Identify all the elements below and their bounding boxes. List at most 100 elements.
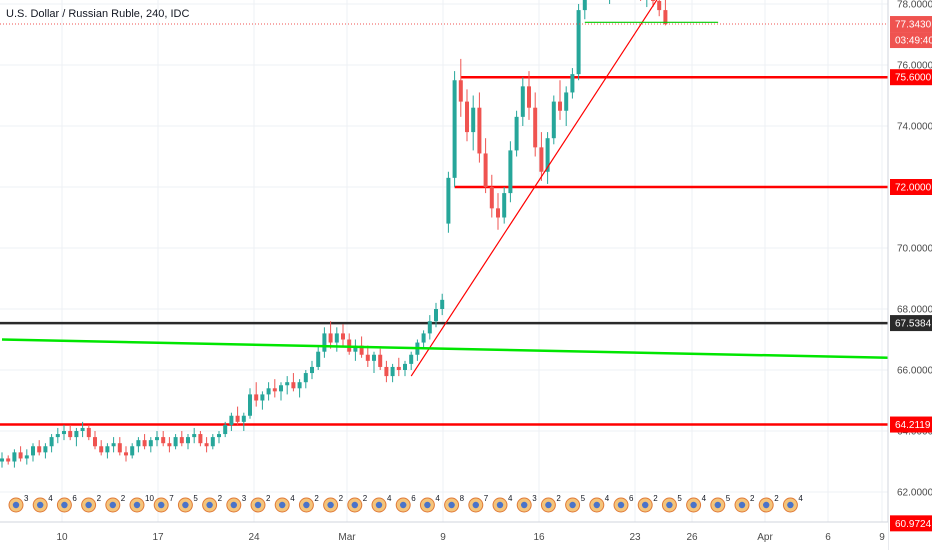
candle-body [18,452,23,459]
candle-body [179,437,184,444]
candle-body [117,443,122,453]
event-marker: 2 [202,494,223,513]
event-marker: 4 [782,494,803,513]
level-tag-bg [890,315,932,332]
candle-body [198,434,203,444]
event-count: 2 [314,494,319,503]
candle-body [93,437,97,447]
event-count: 2 [218,494,223,503]
event-marker: 3 [8,494,29,513]
event-marker: 2 [758,494,779,513]
candle-body [55,434,60,438]
candle-body [43,446,48,453]
event-marker: 2 [81,494,102,513]
candle-body [471,107,476,133]
event-count: 6 [629,494,634,503]
x-tick-label: 24 [248,532,260,543]
event-count: 2 [750,494,755,503]
event-icon-flag [109,501,117,509]
event-icon-flag [279,501,286,509]
event-count: 4 [387,494,392,503]
event-icon-flag [593,501,600,509]
candle-body [570,74,575,93]
event-marker: 2 [298,494,319,513]
candle-body [440,299,445,309]
level-tag-bg [890,179,932,195]
event-marker: 2 [540,494,561,513]
x-tick-label: 6 [825,532,831,543]
event-count: 4 [798,494,803,503]
y-tick-label: 76.0000 [897,61,932,72]
candle-body [465,101,469,133]
grid [0,0,888,522]
event-icon-flag [642,501,649,509]
candle-body [297,382,302,389]
event-count: 5 [726,494,731,503]
event-count: 3 [532,494,537,503]
event-marker: 5 [710,494,731,513]
level-tag: 72.0000 [890,179,932,195]
x-tick-label: Apr [757,532,773,543]
candle-body [372,354,376,361]
time-axis[interactable]: 10 17 24 Mar 9 16 23 26 Apr 6 9 [0,521,888,550]
event-icon-flag [787,501,794,509]
candle-body [167,443,172,447]
candle-body [545,138,550,172]
event-marker: 4 [686,494,707,513]
level-tag-label: 67.5384 [895,319,932,330]
candle-body [527,86,531,108]
candle-body [12,452,17,462]
candle-body [514,116,519,151]
candle-body [378,354,383,367]
event-count: 4 [508,494,513,503]
candle-body [6,458,11,462]
x-tick-label: Mar [338,532,356,543]
event-marker: 6 [395,494,416,513]
countdown-bg [890,32,932,49]
event-icon-flag [12,501,20,509]
candle-body [229,415,234,425]
event-icon-flag [472,501,479,509]
candle-body [359,345,364,355]
candle-body [62,431,66,435]
candle-body [210,437,215,447]
candle-body [452,80,457,178]
event-icon-flag [133,501,141,509]
event-count: 5 [193,494,198,503]
event-count: 6 [411,494,416,503]
candle-body [434,309,438,322]
candle-body [148,440,153,447]
candle-body [421,333,426,343]
y-tick-label: 70.0000 [897,244,932,255]
candle-body [576,10,581,75]
x-tick-label: 17 [152,532,164,543]
candle-body [489,187,494,209]
candle-body [204,443,209,447]
candle-body [551,101,556,139]
candle-body [458,80,463,102]
event-marker: 4 [371,494,392,513]
candle-body [260,394,265,401]
candle-body [403,363,407,370]
candle-body [651,0,655,1]
event-icon-flag [230,501,237,509]
event-count: 4 [435,494,440,503]
event-marker: 7 [468,494,489,513]
candles [0,0,668,468]
event-icon-flag [448,501,455,509]
x-tick-label: 9 [440,532,446,543]
candle-body [99,446,104,453]
event-marker: 7 [153,494,174,513]
x-tick-label: 10 [56,532,68,543]
candle-body [496,208,500,218]
event-icon-flag [763,501,770,509]
event-marker: 2 [734,494,755,513]
candle-body [558,101,562,111]
price-tags: 75.6000 72.0000 67.5384 64.2119 60.9724 77.34… [890,16,932,532]
x-tick-label: 26 [686,532,698,543]
level-tag-label: 60.9724 [895,519,932,530]
event-count: 5 [581,494,586,503]
event-count: 4 [702,494,707,503]
